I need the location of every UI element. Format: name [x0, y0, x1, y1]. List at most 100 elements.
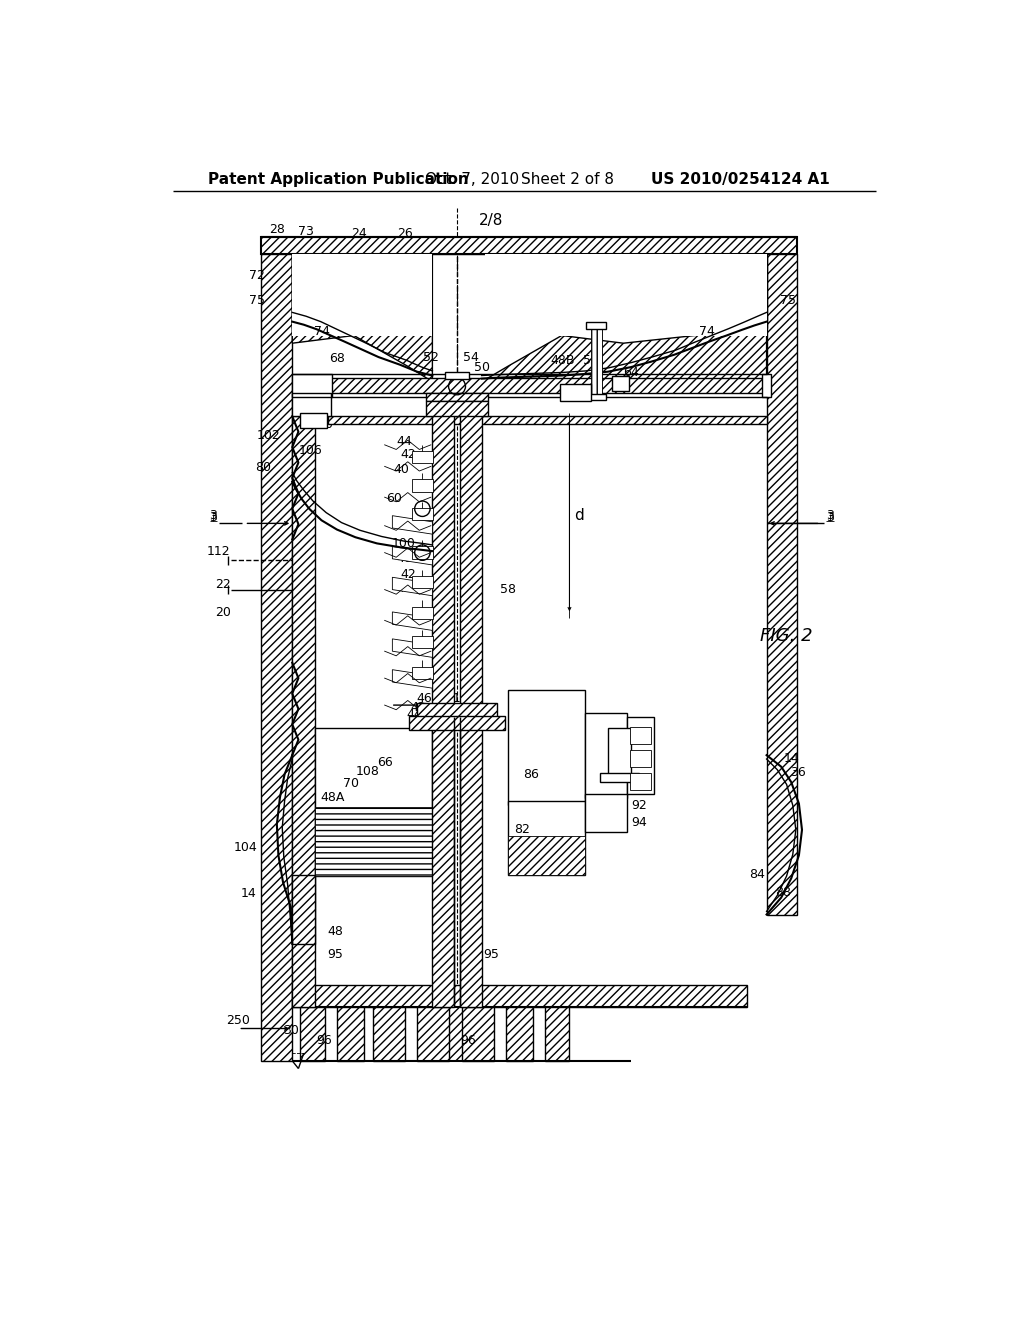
Text: 42: 42: [400, 568, 416, 581]
Text: 54: 54: [463, 351, 479, 363]
Text: 74: 74: [698, 325, 715, 338]
Bar: [292, 253, 331, 297]
Text: 48: 48: [328, 925, 343, 939]
Text: 48B: 48B: [550, 354, 574, 367]
Bar: [373, 1007, 406, 1061]
Bar: [292, 416, 315, 1007]
Text: 68: 68: [329, 352, 345, 366]
Text: 28: 28: [269, 223, 285, 236]
Bar: [300, 1007, 325, 1061]
Text: 102: 102: [257, 429, 281, 442]
Text: 75: 75: [780, 294, 797, 308]
Polygon shape: [392, 639, 432, 657]
Text: 94: 94: [631, 816, 646, 829]
Text: 75: 75: [249, 294, 264, 308]
Text: 26: 26: [397, 227, 413, 240]
Bar: [462, 1007, 494, 1061]
Text: 3: 3: [825, 510, 834, 523]
Text: 3: 3: [209, 510, 217, 523]
Bar: [630, 774, 651, 789]
Bar: [315, 729, 432, 876]
Text: 46: 46: [417, 693, 432, 705]
Bar: [743, 297, 767, 327]
Text: 88: 88: [775, 886, 792, 899]
Text: 14: 14: [783, 752, 800, 766]
Text: 106: 106: [298, 445, 323, 458]
Polygon shape: [392, 546, 432, 565]
Text: 36: 36: [790, 767, 806, 779]
Text: 44: 44: [396, 582, 412, 594]
Bar: [417, 702, 497, 717]
Text: 3: 3: [825, 511, 834, 524]
Text: 24: 24: [351, 227, 367, 240]
Bar: [261, 238, 797, 253]
Bar: [432, 397, 454, 1007]
Polygon shape: [392, 669, 432, 688]
Text: 80: 80: [255, 462, 271, 474]
Bar: [328, 378, 767, 393]
Bar: [508, 801, 585, 875]
Bar: [585, 713, 628, 797]
Text: 95: 95: [483, 948, 499, 961]
Bar: [508, 836, 585, 875]
Text: 86: 86: [523, 768, 539, 781]
Bar: [426, 401, 487, 416]
Bar: [460, 397, 481, 1007]
Text: 66: 66: [377, 755, 392, 768]
Bar: [337, 1007, 364, 1061]
Text: 104: 104: [233, 841, 258, 854]
Bar: [767, 253, 797, 915]
Bar: [506, 1007, 534, 1061]
Text: 90: 90: [624, 733, 639, 746]
Bar: [292, 393, 331, 416]
Bar: [410, 715, 505, 730]
Bar: [587, 395, 606, 400]
Text: 2/8: 2/8: [479, 213, 503, 227]
Text: 22: 22: [215, 578, 230, 591]
Bar: [412, 667, 433, 678]
Text: Oct. 7, 2010: Oct. 7, 2010: [425, 172, 519, 186]
Polygon shape: [292, 253, 432, 381]
Text: 96: 96: [460, 1035, 476, 1047]
Polygon shape: [392, 612, 432, 631]
Text: 44: 44: [396, 436, 412, 449]
Text: 92: 92: [631, 799, 646, 812]
Text: 40: 40: [396, 552, 412, 565]
Bar: [628, 717, 654, 793]
Bar: [328, 416, 767, 424]
Bar: [587, 322, 606, 330]
Text: 58: 58: [500, 583, 516, 597]
Bar: [412, 636, 433, 648]
Bar: [300, 413, 327, 428]
Text: 42: 42: [411, 701, 426, 714]
Text: FIG. 2: FIG. 2: [760, 627, 813, 644]
Bar: [600, 774, 639, 781]
Bar: [292, 985, 746, 1007]
Text: 64: 64: [624, 366, 639, 379]
Text: 100: 100: [392, 537, 416, 550]
Bar: [432, 1007, 481, 1061]
Bar: [508, 689, 585, 805]
Text: 60: 60: [386, 492, 401, 506]
Text: 70: 70: [343, 777, 358, 791]
Text: Patent Application Publication: Patent Application Publication: [208, 172, 468, 186]
Bar: [412, 576, 433, 589]
Bar: [545, 1007, 569, 1061]
Text: 56: 56: [584, 354, 599, 367]
Bar: [444, 372, 469, 379]
Bar: [412, 479, 433, 492]
Text: 3: 3: [209, 511, 217, 524]
Text: 250: 250: [226, 1014, 250, 1027]
Bar: [630, 726, 651, 743]
Bar: [412, 607, 433, 619]
Text: 95: 95: [328, 948, 343, 961]
Bar: [585, 793, 628, 832]
Text: d: d: [573, 508, 584, 523]
Text: 82: 82: [514, 824, 529, 837]
Text: 108: 108: [355, 764, 380, 777]
Bar: [426, 393, 487, 401]
Text: 84: 84: [750, 869, 765, 880]
Text: 73: 73: [298, 224, 314, 238]
Bar: [762, 374, 771, 397]
Bar: [630, 750, 651, 767]
